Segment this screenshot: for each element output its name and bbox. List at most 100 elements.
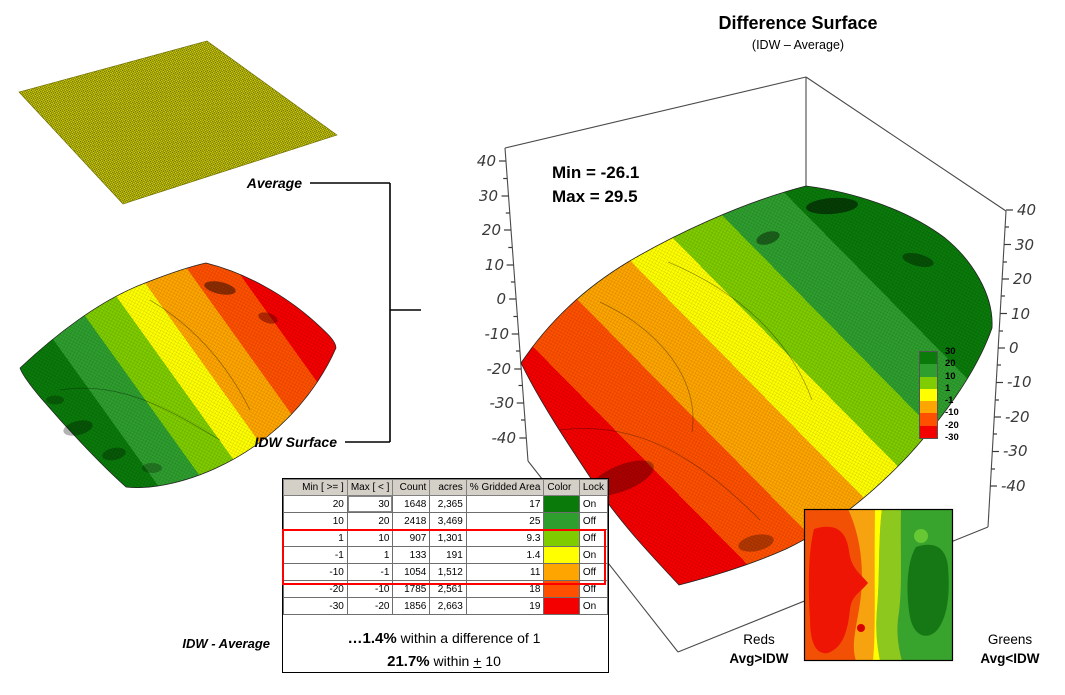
axis-tick-label: 10 xyxy=(1011,305,1030,323)
difference-map xyxy=(803,508,954,662)
highlight-rectangle xyxy=(282,529,606,585)
cell-max: -20 xyxy=(346,597,394,615)
idw-minus-average-label: IDW - Average xyxy=(182,636,270,651)
axis-tick-label: -10 xyxy=(485,325,510,343)
stat2-text: within xyxy=(433,653,470,669)
col-header-acres: acres xyxy=(429,479,467,496)
legend-labels: 30 20 10 1 -1 -10 -20 -30 xyxy=(945,346,975,443)
axis-tick-label: 40 xyxy=(1017,201,1036,219)
legend-band xyxy=(920,413,937,426)
plot-subtitle: (IDW – Average) xyxy=(751,38,845,52)
plus-minus-sign: + xyxy=(473,653,482,669)
cell-min: 20 xyxy=(283,495,348,513)
stats-text: …1.4% within a difference of 1 21.7% wit… xyxy=(283,627,605,673)
classification-box: Min [ >= ] Max [ < ] Count acres % Gridd… xyxy=(282,478,609,673)
legend-value: 1 xyxy=(945,383,951,394)
cell-color-swatch xyxy=(543,597,580,615)
cell-acres: 2,663 xyxy=(429,597,467,615)
difference-plot: 40 30 20 10 0 -10 -20 -30 -40 40 30 20 1… xyxy=(477,76,1036,653)
axis-tick-label: -20 xyxy=(487,360,512,378)
reds-subtitle: Avg>IDW xyxy=(729,651,789,666)
reds-label: Reds Avg>IDW xyxy=(713,630,805,668)
left-axis-ticks xyxy=(499,160,527,439)
legend-band xyxy=(920,388,937,402)
axis-tick-label: 30 xyxy=(479,187,498,205)
average-surface-label: Average xyxy=(246,175,302,191)
stat1-value: …1.4% xyxy=(347,630,397,647)
stat-line-1: …1.4% within a difference of 1 xyxy=(283,627,605,650)
col-header-color: Color xyxy=(543,479,580,496)
bracket xyxy=(310,182,421,443)
cell-lock: Off xyxy=(578,563,609,581)
idw-surface-3d xyxy=(19,262,337,489)
min-value-label: Min = -26.1 xyxy=(552,163,640,182)
cell-pct: 25 xyxy=(465,512,545,530)
legend-value: 20 xyxy=(945,358,956,369)
cell-lock: Off xyxy=(578,512,609,530)
max-value-label: Max = 29.5 xyxy=(552,187,638,206)
legend-band xyxy=(920,401,937,414)
cell-color-swatch xyxy=(543,495,580,513)
classification-table: Min [ >= ] Max [ < ] Count acres % Gridd… xyxy=(283,479,609,615)
table-row: -30 -20 1856 2,663 19 On xyxy=(283,597,609,615)
cell-max: 20 xyxy=(346,512,394,530)
stat2-value: 21.7% xyxy=(387,653,430,670)
cell-acres: 2,365 xyxy=(429,495,467,513)
cell-max: 30 xyxy=(346,495,394,513)
left-axis-labels: 40 30 20 10 0 -10 -20 -30 -40 xyxy=(477,152,516,447)
reds-title: Reds xyxy=(743,632,775,647)
stat1-text: within a difference of 1 xyxy=(400,630,541,646)
col-header-count: Count xyxy=(392,479,431,496)
axis-tick-label: -30 xyxy=(1003,442,1028,460)
axis-tick-label: 10 xyxy=(485,256,504,274)
legend-value: -10 xyxy=(945,407,959,418)
legend-value: -30 xyxy=(945,432,959,443)
right-axis-ticks xyxy=(990,209,1013,487)
greens-subtitle: Avg<IDW xyxy=(980,651,1040,666)
axis-tick-label: -40 xyxy=(492,429,517,447)
cell-lock: On xyxy=(578,597,609,615)
difference-surface-3d xyxy=(520,185,993,586)
cell-lock: On xyxy=(578,495,609,513)
cell-color-swatch xyxy=(543,546,580,564)
plot-title: Difference Surface xyxy=(718,13,878,33)
table-row: 10 20 2418 3,469 25 Off xyxy=(283,512,609,530)
cell-count: 1648 xyxy=(392,495,431,513)
cell-count: 1856 xyxy=(392,597,431,615)
legend-value: 30 xyxy=(945,346,956,357)
minmax-annotation: Min = -26.1 Max = 29.5 xyxy=(552,161,639,209)
stat2-number: 10 xyxy=(485,653,501,669)
cell-pct: 19 xyxy=(465,597,545,615)
axis-tick-label: -10 xyxy=(1007,373,1032,391)
cell-color-swatch xyxy=(543,512,580,530)
axis-tick-label: 0 xyxy=(1009,339,1019,357)
legend-value: -1 xyxy=(945,395,954,406)
axis-tick-label: -30 xyxy=(490,394,515,412)
cell-acres: 3,469 xyxy=(429,512,467,530)
table-row: 20 30 1648 2,365 17 On xyxy=(283,495,609,513)
average-plane-3d xyxy=(18,40,338,205)
legend-value: -20 xyxy=(945,420,959,431)
cell-color-swatch xyxy=(543,563,580,581)
axis-tick-label: 0 xyxy=(496,290,506,308)
greens-title: Greens xyxy=(987,632,1033,647)
axis-tick-label: -40 xyxy=(1001,477,1026,495)
cell-min: -30 xyxy=(283,597,348,615)
table-row: -1 1 133 191 1.4 On xyxy=(283,546,609,564)
axis-tick-label: 30 xyxy=(1015,236,1034,254)
color-scale-bar xyxy=(919,351,938,439)
cell-min: 10 xyxy=(283,512,348,530)
axis-tick-label: 20 xyxy=(482,221,501,239)
axis-tick-label: 20 xyxy=(1013,270,1032,288)
legend-value: 10 xyxy=(945,371,956,382)
right-axis-labels: 40 30 20 10 0 -10 -20 -30 -40 xyxy=(1001,201,1036,495)
col-header-lock: Lock xyxy=(578,479,609,496)
greens-label: Greens Avg<IDW xyxy=(960,630,1060,668)
col-header-pct: % Gridded Area xyxy=(465,479,545,496)
col-header-max: Max [ < ] xyxy=(346,479,394,496)
idw-surface-label: IDW Surface xyxy=(254,434,337,450)
stat-line-2: 21.7% within + 10 xyxy=(283,650,605,673)
legend-band xyxy=(920,376,937,389)
